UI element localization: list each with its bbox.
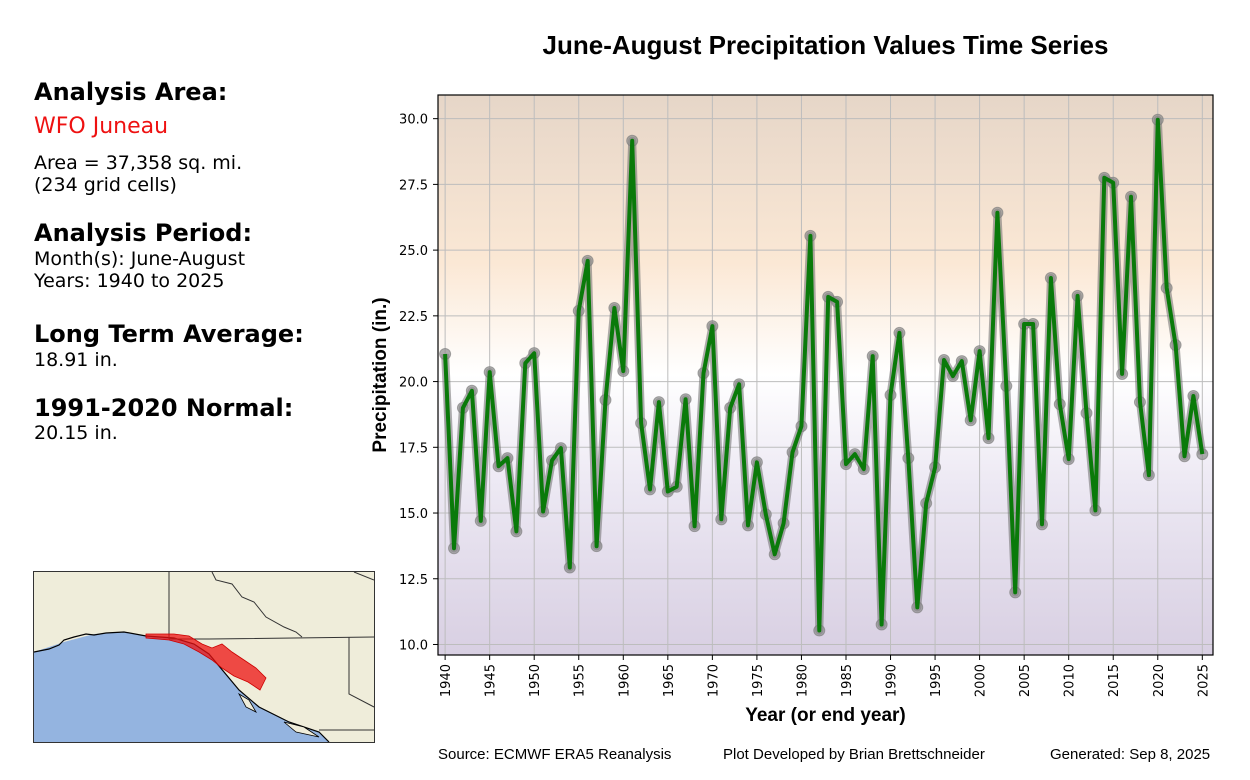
- footer-generated: Generated: Sep 8, 2025: [1050, 746, 1211, 763]
- y-tick-label: 25.0: [399, 244, 428, 259]
- footer-source: Source: ECMWF ERA5 Reanalysis: [438, 746, 672, 763]
- area-name: WFO Juneau: [34, 114, 169, 139]
- plot-frame: [437, 94, 1214, 656]
- x-tick-label: 1955: [573, 664, 588, 697]
- grid-cells: (234 grid cells): [34, 174, 177, 196]
- area-size: Area = 37,358 sq. mi.: [34, 152, 243, 174]
- x-tick-label: 1940: [439, 664, 454, 697]
- island: [283, 721, 320, 738]
- territory-border: [211, 572, 303, 638]
- normal-value: 20.15 in.: [34, 422, 118, 444]
- province-border: [353, 572, 374, 581]
- x-tick-label: 1975: [751, 664, 766, 697]
- x-tick-label: 1980: [795, 664, 810, 697]
- y-tick-label: 15.0: [399, 507, 428, 522]
- x-tick-label: 1965: [662, 664, 677, 697]
- locator-map-graphic: [34, 572, 374, 742]
- bc-alberta-border: [348, 637, 374, 708]
- analysis-period-heading: Analysis Period:: [34, 219, 253, 247]
- x-tick-label: 2025: [1196, 664, 1211, 697]
- y-tick-label: 12.5: [399, 573, 428, 588]
- series-line: [443, 117, 1205, 633]
- x-tick-label: 1945: [484, 664, 499, 697]
- grid-lines: [438, 95, 1213, 655]
- x-tick-label: 1970: [706, 664, 721, 697]
- footer-developer: Plot Developed by Brian Brettschneider: [723, 746, 985, 763]
- ocean-area: [34, 632, 329, 742]
- x-tick-label: 2010: [1063, 664, 1078, 697]
- x-tick-label: 1995: [929, 664, 944, 697]
- y-axis: 10.0 12.5 15.0 17.5 20.0 22.5 25.0 27.5 30.0: [399, 113, 438, 653]
- y-tick-label: 30.0: [399, 113, 428, 128]
- long-term-average-heading: Long Term Average:: [34, 320, 304, 348]
- y-tick-label: 17.5: [399, 441, 428, 456]
- island: [237, 692, 258, 713]
- x-tick-label: 2015: [1107, 664, 1122, 697]
- x-axis-label: Year (or end year): [745, 705, 906, 726]
- long-term-average-value: 18.91 in.: [34, 349, 118, 371]
- analysis-years: Years: 1940 to 2025: [34, 270, 225, 292]
- x-tick-label: 2000: [974, 664, 989, 697]
- y-tick-label: 27.5: [399, 178, 428, 193]
- normal-heading: 1991-2020 Normal:: [34, 394, 294, 422]
- y-tick-label: 10.0: [399, 638, 428, 653]
- x-tick-label: 2005: [1018, 664, 1033, 697]
- analysis-area-heading: Analysis Area:: [34, 78, 228, 106]
- y-tick-label: 22.5: [399, 310, 428, 325]
- wfo-juneau-region: [145, 633, 267, 691]
- x-tick-label: 1985: [840, 664, 855, 697]
- series-precipitation: [439, 113, 1209, 637]
- x-tick-label: 1990: [885, 664, 900, 697]
- locator-map: [33, 571, 375, 743]
- x-tick-label: 2020: [1152, 664, 1167, 697]
- y-axis-label: Precipitation (in.): [370, 297, 391, 452]
- y-tick-label: 20.0: [399, 376, 428, 391]
- x-tick-label: 1960: [617, 664, 632, 697]
- chart-title: June-August Precipitation Values Time Se…: [542, 30, 1109, 60]
- analysis-months: Month(s): June-August: [34, 248, 246, 270]
- x-tick-label: 1950: [528, 664, 543, 697]
- x-axis: 1940 1945 1950 1955 1960 1965 1970 1975 1980 1985…: [439, 655, 1211, 697]
